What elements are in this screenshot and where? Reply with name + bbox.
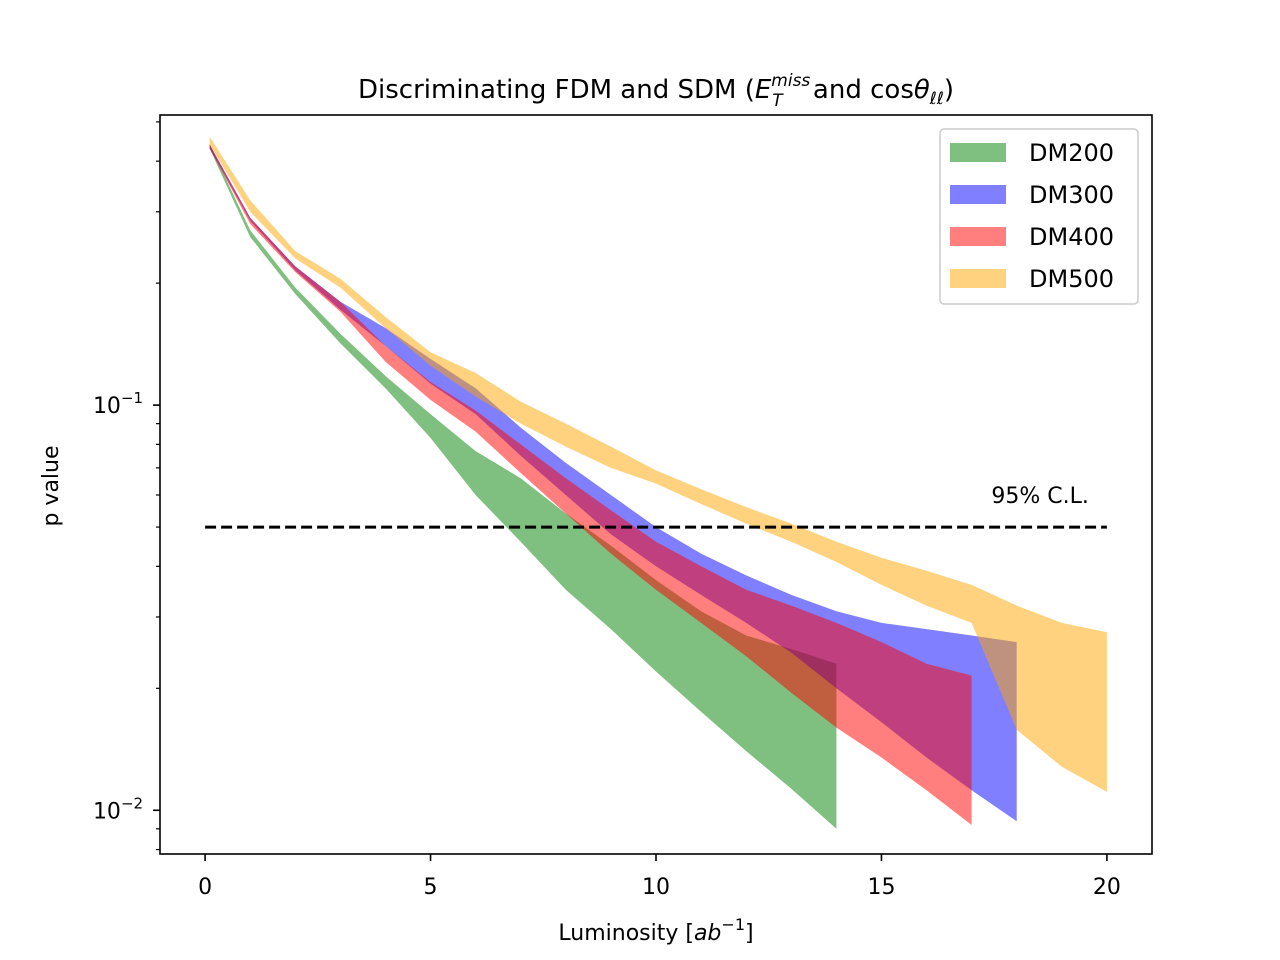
legend-label-dm200: DM200 (1029, 139, 1114, 167)
y-tick-label: 10−1 (93, 389, 143, 419)
chart-title: Discriminating FDM and SDM (Emiss T and c… (358, 71, 954, 111)
legend-label-dm500: DM500 (1029, 265, 1114, 293)
legend-swatch-dm400 (950, 227, 1006, 246)
x-tick-label: 5 (424, 875, 438, 900)
legend: DM200 DM300 DM400 DM500 (939, 128, 1139, 305)
legend-swatch-dm300 (950, 185, 1006, 204)
legend-box (939, 128, 1139, 305)
x-tick-label: 20 (1093, 875, 1121, 900)
band-layer (209, 136, 1107, 829)
x-axis-label: Luminosity [ab−1] (558, 915, 753, 946)
legend-label-dm400: DM400 (1029, 223, 1114, 251)
y-axis-label: p value (39, 445, 64, 526)
legend-label-dm300: DM300 (1029, 181, 1114, 209)
y-axis-ticks: 10−1 10−2 (93, 121, 160, 851)
threshold-layer: 95% C.L. (205, 484, 1107, 529)
threshold-label: 95% C.L. (991, 484, 1089, 509)
band-dm500 (209, 136, 1107, 792)
x-tick-label: 0 (198, 875, 212, 900)
band-dm400 (209, 144, 972, 825)
legend-swatch-dm500 (950, 269, 1006, 288)
y-tick-label: 10−2 (93, 794, 143, 824)
x-tick-label: 15 (867, 875, 895, 900)
band-dm200 (209, 144, 837, 829)
x-tick-label: 10 (642, 875, 670, 900)
legend-swatch-dm200 (950, 143, 1006, 162)
x-axis-ticks: 0 5 10 15 20 (198, 854, 1121, 900)
